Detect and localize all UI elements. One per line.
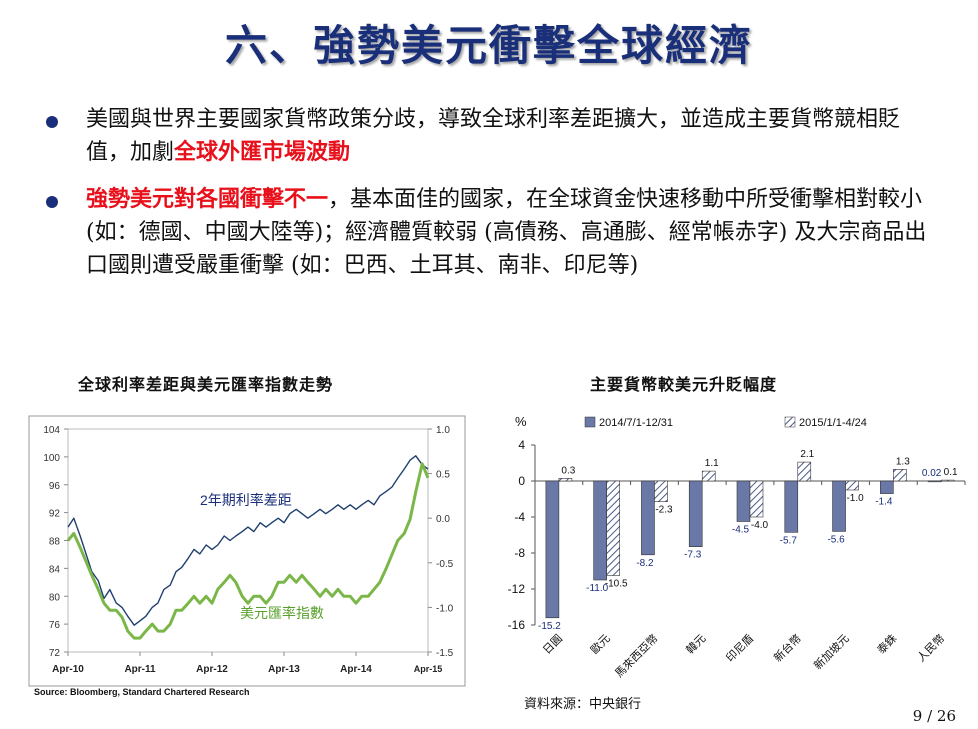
data-label: -11.0 <box>586 583 608 594</box>
bar-1-5 <box>736 480 751 522</box>
bar-2-3 <box>654 480 668 503</box>
bar-1-7 <box>832 480 846 532</box>
bar-2-4 <box>701 470 716 482</box>
y-right-tick-label: 0.0 <box>436 514 450 525</box>
x-tick-label: Apr-14 <box>340 664 372 675</box>
bar-1-8 <box>880 480 894 494</box>
chart1-frame <box>28 415 466 687</box>
y-tick-label: -16 <box>508 618 526 632</box>
chart1-title: 全球利率差距與美元匯率指數走勢 <box>78 375 334 394</box>
data-label: -5.6 <box>827 534 845 545</box>
data-label: -10.5 <box>605 579 628 590</box>
bar-1-2 <box>593 480 607 581</box>
line-chart: 104 100 96 92 88 84 80 76 72 1.0 0.5 0.0 -0.5 -1.0 -1.… <box>28 415 466 687</box>
y-tick-label: -12 <box>508 582 526 596</box>
y-left-tick-label: 88 <box>49 537 61 548</box>
y-left-tick-label: 92 <box>49 509 61 520</box>
data-label: 0.3 <box>561 465 575 476</box>
bar-1-1 <box>545 480 560 619</box>
page-number: 9 / 26 <box>912 707 956 725</box>
data-label: -8.2 <box>636 558 654 569</box>
bullet-2-text: ，基本面佳的國家，在全球資金快速移動中所受衝擊相對較小 (如：德國、中國大陸等)… <box>86 187 927 278</box>
series-label-spread: 2年期利率差距 <box>200 492 292 508</box>
y-right-tick-label: -1.5 <box>436 648 454 659</box>
y-tick-label: -4 <box>514 510 525 524</box>
chart2-source: 資料來源：中央銀行 <box>524 696 642 711</box>
y-left-tick-label: 100 <box>43 453 60 464</box>
bar-1-9 <box>927 480 942 483</box>
y-tick-label: 4 <box>518 438 525 452</box>
data-label: -1.4 <box>875 497 893 508</box>
x-tick-label: Apr-12 <box>196 664 228 675</box>
data-label: -2.3 <box>655 505 673 516</box>
y-right-tick-label: -1.0 <box>436 603 454 614</box>
bullet-dot-icon <box>46 116 58 128</box>
series-line-1 <box>67 455 429 626</box>
legend-swatch-2 <box>784 416 796 428</box>
bullet-1-text: 美國與世界主要國家貨幣政策分歧，導致全球利率差距擴大，並造成主要貨幣競相貶值，加… <box>86 107 901 165</box>
bullet-1-highlight: 全球外匯市場波動 <box>174 139 351 165</box>
bar-2-8 <box>893 468 907 482</box>
bar-chart: % 2014/7/1-12/31 2015/1/1-4/24 4 0 -4 -8 -12 -16… <box>508 414 966 680</box>
x-category-label: 印尼盾 <box>724 632 757 665</box>
x-category-label: 新台幣 <box>771 631 804 664</box>
chart1-source: Source: Bloomberg, Standard Chartered Re… <box>34 687 250 697</box>
x-category-label: 泰銖 <box>874 631 899 656</box>
bar-2-1 <box>558 478 573 482</box>
data-label: -1.0 <box>846 493 864 504</box>
y-left-tick-label: 104 <box>43 425 60 436</box>
y-axis-unit: % <box>515 414 527 429</box>
bullet-dot-icon <box>46 196 58 208</box>
y-tick-label: 0 <box>518 474 525 488</box>
y-right-tick-label: 0.5 <box>436 470 450 481</box>
y-tick-label: -8 <box>514 546 525 560</box>
bar-2-2 <box>606 480 620 576</box>
y-right-tick-label: -0.5 <box>436 559 454 570</box>
x-category-label: 歐元 <box>587 631 612 656</box>
legend-label-2: 2015/1/1-4/24 <box>799 417 867 429</box>
data-label: -5.7 <box>780 535 798 546</box>
x-category-label: 人民幣 <box>915 632 948 665</box>
data-label: 0.02 <box>922 468 942 479</box>
bullet-item-2: 強勢美元對各國衝擊不一，基本面佳的國家，在全球資金快速移動中所受衝擊相對較小 (… <box>40 183 940 282</box>
bar-2-7 <box>845 480 859 491</box>
series-label-usd: 美元匯率指數 <box>240 605 324 621</box>
bar-1-6 <box>784 480 799 533</box>
data-label: 0.1 <box>944 467 958 478</box>
bullet-2-highlight: 強勢美元對各國衝擊不一 <box>86 186 329 212</box>
y-left-tick-label: 96 <box>49 481 61 492</box>
x-category-label: 新加坡元 <box>811 631 852 672</box>
data-label: 1.3 <box>896 456 910 467</box>
y-left-tick-label: 80 <box>49 592 61 603</box>
data-label: 2.1 <box>800 449 814 460</box>
data-label: -4.5 <box>732 525 750 536</box>
bar-1-3 <box>641 480 655 556</box>
bar-2-6 <box>797 461 812 482</box>
x-category-label: 日圓 <box>540 632 565 657</box>
chart2-title: 主要貨幣較美元升貶幅度 <box>590 375 778 394</box>
y-right-tick-label: 1.0 <box>436 425 450 436</box>
x-tick-label: Apr-13 <box>268 664 300 675</box>
bar-2-9 <box>940 479 955 482</box>
legend-label-1: 2014/7/1-12/31 <box>599 417 673 429</box>
data-label: -15.2 <box>538 621 561 632</box>
x-tick-label: Apr-10 <box>52 664 84 675</box>
bullet-item-1: 美國與世界主要國家貨幣政策分歧，導致全球利率差距擴大，並造成主要貨幣競相貶值，加… <box>40 103 940 169</box>
x-tick-label: Apr-11 <box>124 664 156 675</box>
bullet-list: 美國與世界主要國家貨幣政策分歧，導致全球利率差距擴大，並造成主要貨幣競相貶值，加… <box>40 103 940 296</box>
slide-title: 六、強勢美元衝擊全球經濟 <box>224 21 753 70</box>
bar-1-4 <box>688 480 703 547</box>
y-left-tick-label: 84 <box>49 564 61 575</box>
x-category-label: 馬來西亞幣 <box>612 632 660 680</box>
data-label: -4.0 <box>751 520 769 531</box>
x-category-label: 韓元 <box>684 632 709 657</box>
series-line-2 <box>66 462 430 640</box>
y-left-tick-label: 72 <box>49 648 61 659</box>
data-label: 1.1 <box>705 458 719 469</box>
bar-2-5 <box>749 480 764 518</box>
legend-swatch-1 <box>584 416 596 428</box>
y-left-tick-label: 76 <box>49 620 61 631</box>
data-label: -7.3 <box>684 550 702 561</box>
x-tick-label: Apr-15 <box>414 664 443 674</box>
